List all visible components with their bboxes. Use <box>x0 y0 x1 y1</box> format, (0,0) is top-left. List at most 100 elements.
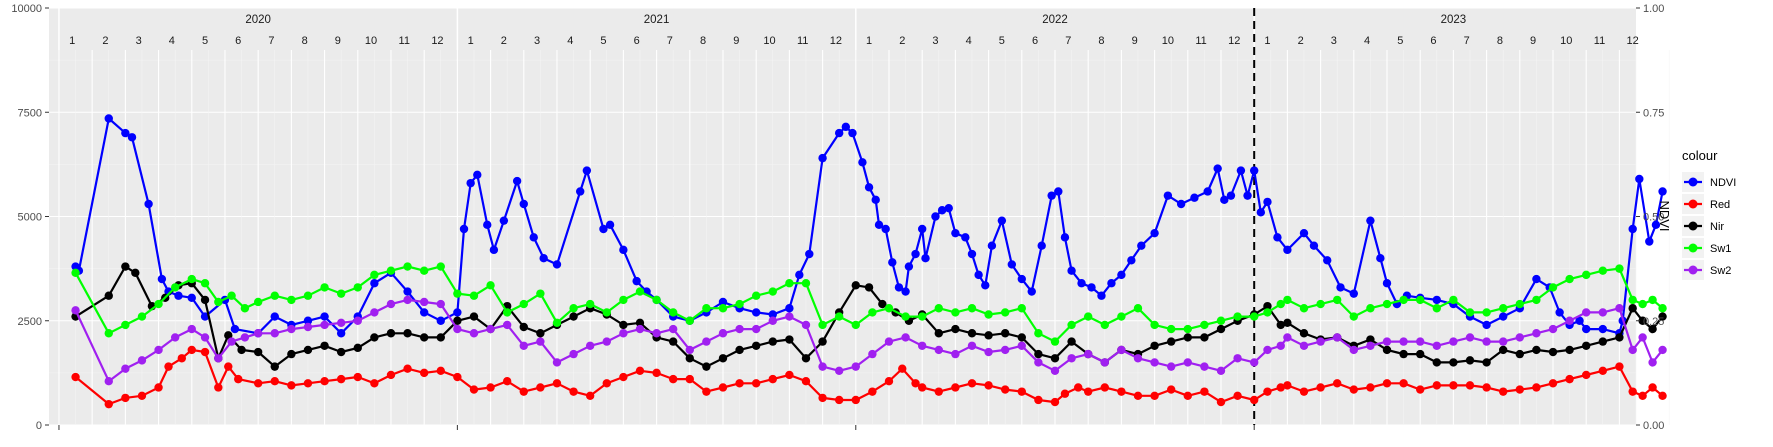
data-point-sw1 <box>419 266 429 275</box>
data-point-red <box>1233 391 1242 401</box>
data-point-ndvi <box>1382 279 1392 288</box>
data-point-sw1 <box>1117 312 1126 321</box>
data-point-sw2 <box>967 341 977 350</box>
data-point-red <box>1482 383 1491 392</box>
data-point-red <box>536 383 545 392</box>
data-point-nir <box>121 262 130 271</box>
data-point-nir <box>253 347 263 357</box>
data-point-sw2 <box>320 320 329 330</box>
data-point-nir <box>864 283 874 292</box>
data-point-sw2 <box>868 349 877 359</box>
data-point-sw2 <box>1200 362 1209 371</box>
right-tick-label: 0.00 <box>1643 420 1664 432</box>
data-point-sw1 <box>1183 324 1192 334</box>
data-point-sw1 <box>170 283 180 292</box>
year-label: 2021 <box>644 14 670 26</box>
data-point-nir <box>1050 354 1060 363</box>
data-point-red <box>1150 391 1159 401</box>
data-point-red <box>104 399 113 409</box>
month-label: 7 <box>1065 35 1071 47</box>
data-point-red <box>1034 395 1043 405</box>
month-label: 9 <box>335 35 341 47</box>
data-point-sw2 <box>419 297 429 307</box>
data-point-nir <box>1263 301 1272 311</box>
data-point-sw2 <box>1532 329 1541 338</box>
data-point-sw1 <box>469 291 479 300</box>
data-point-ndvi <box>1203 187 1212 196</box>
data-point-red <box>320 377 329 386</box>
series-line-ndvi <box>74 117 1664 335</box>
data-point-sw1 <box>1615 264 1624 273</box>
data-point-ndvi <box>187 293 196 303</box>
data-point-sw1 <box>214 297 223 307</box>
data-point-sw2 <box>569 349 578 359</box>
data-point-ndvi <box>961 233 970 242</box>
data-point-ndvi <box>858 158 867 167</box>
data-point-sw1 <box>569 304 578 313</box>
data-point-ndvi <box>419 308 429 317</box>
legend-key-point <box>1688 243 1698 253</box>
data-point-ndvi <box>174 291 183 300</box>
data-point-ndvi <box>1575 316 1584 325</box>
year-label: 2023 <box>1441 14 1467 26</box>
data-point-red <box>370 379 379 388</box>
data-point-sw1 <box>1548 283 1558 292</box>
data-point-nir <box>237 345 246 355</box>
data-point-red <box>951 383 960 392</box>
data-point-red <box>386 370 396 380</box>
right-tick-label: 0.25 <box>1643 316 1664 328</box>
data-point-sw1 <box>702 304 711 313</box>
data-point-sw2 <box>851 362 860 371</box>
data-point-red <box>1216 397 1226 407</box>
data-point-ndvi <box>997 216 1007 225</box>
legend-title: colour <box>1682 148 1718 163</box>
data-point-nir <box>751 341 761 350</box>
data-point-red <box>164 362 173 371</box>
data-point-sw1 <box>403 262 412 271</box>
data-point-sw1 <box>1498 304 1508 313</box>
data-point-sw2 <box>170 333 180 342</box>
data-point-sw2 <box>1638 333 1647 342</box>
left-tick-label: 7500 <box>18 107 42 119</box>
data-point-sw2 <box>200 333 210 342</box>
data-point-ndvi <box>805 249 814 259</box>
data-point-ndvi <box>911 249 920 259</box>
legend-item-sw2: Sw2 <box>1682 260 1731 280</box>
data-point-ndvi <box>841 122 851 132</box>
data-point-red <box>214 383 223 392</box>
data-point-nir <box>1465 356 1475 365</box>
data-point-red <box>1183 391 1192 401</box>
data-point-ndvi <box>894 283 904 292</box>
data-point-ndvi <box>1658 187 1667 196</box>
data-point-sw2 <box>735 324 744 334</box>
data-point-ndvi <box>1163 191 1173 200</box>
data-point-sw2 <box>1067 354 1076 363</box>
month-label: 1 <box>866 35 872 47</box>
data-point-ndvi <box>1087 283 1096 292</box>
data-point-red <box>751 379 761 388</box>
data-point-ndvi <box>1598 324 1607 334</box>
data-point-red <box>419 368 429 378</box>
data-point-ndvi <box>937 206 947 215</box>
month-label: 8 <box>1497 35 1503 47</box>
data-point-sw1 <box>386 266 396 275</box>
data-point-sw1 <box>785 279 794 288</box>
data-point-red <box>1133 391 1143 401</box>
data-point-ndvi <box>619 245 628 255</box>
data-point-sw1 <box>453 289 462 298</box>
month-label: 3 <box>136 35 142 47</box>
data-point-sw1 <box>519 299 528 309</box>
data-point-ndvi <box>967 249 977 259</box>
grid-lines <box>49 7 1670 426</box>
data-point-red <box>1465 381 1475 390</box>
data-point-red <box>911 379 920 388</box>
data-point-sw1 <box>1382 299 1392 309</box>
data-point-ndvi <box>848 128 857 138</box>
data-point-nir <box>1482 358 1491 367</box>
data-point-nir <box>386 329 396 338</box>
data-point-red <box>486 383 495 392</box>
data-point-ndvi <box>751 308 761 317</box>
data-point-sw2 <box>1000 345 1010 355</box>
data-point-ndvi <box>483 220 492 230</box>
left-tick-label: 0 <box>36 420 42 432</box>
